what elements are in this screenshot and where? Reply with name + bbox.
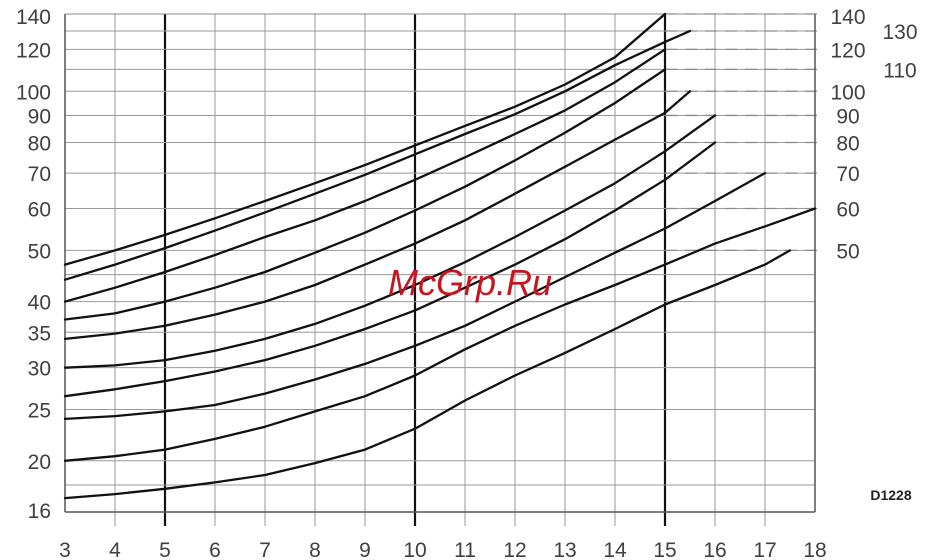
y-tick-label-right-140: 140 [830,6,865,29]
x-tick-label-14: 14 [603,539,627,560]
y-tick-label-right-90: 90 [836,105,859,128]
watermark: McGrp.Ru [388,262,552,303]
series-line-6 [63,114,717,369]
series-line-10 [63,249,792,500]
y-tick-label-right-110: 110 [883,59,916,82]
x-tick-label-18: 18 [803,539,826,560]
series-line-1 [63,12,667,266]
x-tick-label-7: 7 [259,539,271,560]
y-tick-label-right-50: 50 [836,240,859,263]
axes [64,13,816,513]
y-tick-label-left-60: 60 [28,199,51,222]
x-tick-label-3: 3 [59,539,71,560]
series-line-8 [63,171,767,421]
y-tick-label-left-90: 90 [28,105,51,128]
x-tick-label-4: 4 [109,539,121,560]
x-tick-label-11: 11 [454,539,476,560]
y-tick-label-left-35: 35 [28,322,51,345]
y-tick-label-right-70: 70 [836,163,859,186]
y-tick-label-left-20: 20 [28,451,51,474]
series-line-7 [63,141,717,398]
y-tick-label-right-100: 100 [830,81,865,104]
series-line-4 [63,68,667,321]
y-tick-label-left-50: 50 [28,240,51,263]
y-tick-label-left-16: 16 [28,500,51,523]
y-tick-label-left-120: 120 [16,39,51,62]
y-tick-label-left-70: 70 [28,163,51,186]
x-tick-label-13: 13 [553,539,576,560]
y-tick-label-left-100: 100 [16,81,51,104]
x-tick-label-17: 17 [753,539,776,560]
y-tick-label-right-60: 60 [836,199,859,222]
x-tick-label-15: 15 [653,539,676,560]
y-tick-label-right-120: 120 [830,39,865,62]
x-tick-label-9: 9 [359,539,371,560]
tick-labels: 3 4 5 6 7 8 9 10 11 12 13 14 15 16 17 18 16 20 25 30 35 40 50 6… [16,6,918,560]
x-tick-label-16: 16 [703,539,726,560]
series-line-3 [63,48,667,303]
x-tick-label-8: 8 [309,539,321,560]
series-line-2 [63,29,692,281]
grid [65,13,820,526]
series-line-9 [63,207,817,462]
series-line-5 [63,90,692,341]
y-tick-label-left-30: 30 [28,358,51,381]
y-tick-label-right-130: 130 [882,21,917,44]
reference-code: D1228 [870,487,911,503]
y-tick-label-left-25: 25 [28,400,51,423]
series-group [63,12,817,500]
x-tick-label-12: 12 [503,539,526,560]
x-tick-label-6: 6 [209,539,221,560]
y-tick-label-left-80: 80 [28,132,51,155]
y-tick-label-left-140: 140 [16,6,51,29]
y-tick-label-right-80: 80 [836,132,859,155]
x-tick-label-5: 5 [159,539,171,560]
y-tick-label-left-40: 40 [28,292,51,315]
x-tick-label-10: 10 [403,539,426,560]
